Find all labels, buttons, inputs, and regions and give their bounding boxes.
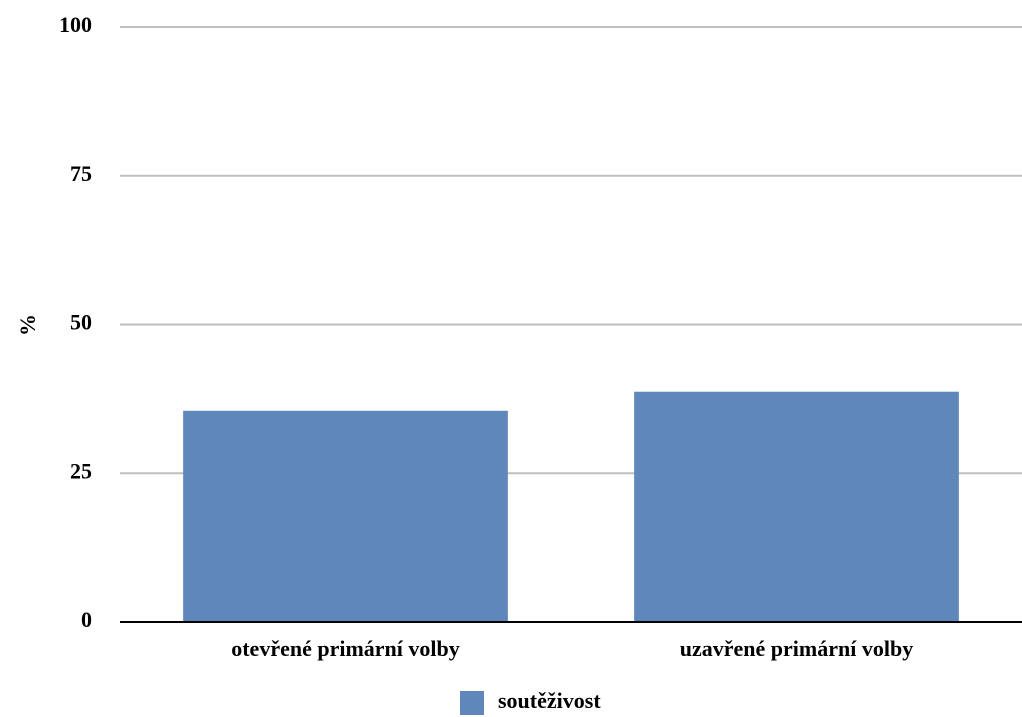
x-category-label: uzavřené primární volby xyxy=(680,636,913,661)
y-tick-label: 50 xyxy=(70,310,92,335)
y-tick-label: 100 xyxy=(59,12,92,37)
legend-label: soutěživost xyxy=(498,688,601,713)
x-category-label: otevřené primární volby xyxy=(231,636,460,661)
y-axis-label: % xyxy=(15,314,40,336)
y-tick-label: 75 xyxy=(70,161,92,186)
x-axis-categories: otevřené primární volby uzavřené primární… xyxy=(231,636,913,661)
y-tick-label: 0 xyxy=(81,607,92,632)
y-tick-label: 25 xyxy=(70,458,92,483)
bar xyxy=(183,410,508,622)
bars xyxy=(183,391,959,622)
legend: soutěživost xyxy=(460,688,601,715)
legend-swatch xyxy=(460,691,484,715)
bar xyxy=(634,391,959,622)
y-axis-ticks: 0 25 50 75 100 xyxy=(59,12,92,632)
